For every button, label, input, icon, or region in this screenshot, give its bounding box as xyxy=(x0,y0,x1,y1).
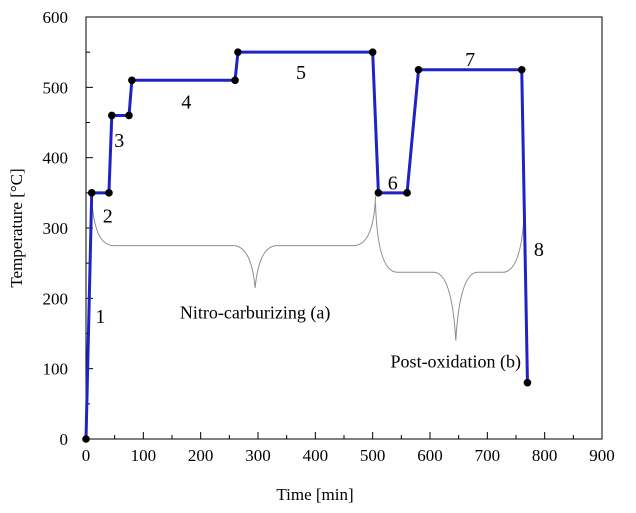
data-point xyxy=(105,189,113,197)
y-tick-label: 400 xyxy=(43,149,69,168)
x-tick-label: 700 xyxy=(475,446,501,465)
segment-label: 2 xyxy=(103,205,113,227)
x-tick-label: 200 xyxy=(188,446,214,465)
x-tick-label: 800 xyxy=(532,446,558,465)
x-tick-label: 600 xyxy=(417,446,443,465)
segment-label: 8 xyxy=(534,239,544,261)
data-point xyxy=(368,48,377,56)
y-tick-label: 0 xyxy=(60,430,69,449)
data-point xyxy=(234,48,242,56)
data-point xyxy=(231,76,239,85)
label-layer: 1 2 3 4 5 6 7 8 Nitro-carburizing (a) Post-oxidat… xyxy=(95,49,544,372)
y-tick-label: 300 xyxy=(43,219,69,238)
annotation-brace xyxy=(91,196,377,288)
data-point xyxy=(403,189,411,197)
data-point xyxy=(125,111,133,120)
segment-label: 4 xyxy=(181,91,191,113)
data-point xyxy=(374,189,383,197)
annotation-label: Post-oxidation (b) xyxy=(391,352,522,373)
y-tick-label: 600 xyxy=(43,8,69,27)
x-tick-label: 300 xyxy=(245,446,271,465)
y-tick-label: 500 xyxy=(43,78,69,97)
data-point xyxy=(82,435,90,443)
x-axis-title: Time [min] xyxy=(276,485,353,504)
annotation-braces xyxy=(91,196,526,341)
data-point xyxy=(523,378,532,387)
data-point xyxy=(128,76,136,85)
x-tick-label: 500 xyxy=(360,446,386,465)
data-point xyxy=(87,189,96,197)
data-point xyxy=(108,111,116,120)
segment-label: 7 xyxy=(465,49,475,71)
series-line xyxy=(84,50,529,440)
x-tick-label: 100 xyxy=(131,446,157,465)
segment-label: 3 xyxy=(114,130,124,152)
axes: 0 100 200 300 400 500 600 700 800 900 0 100 200 300 40… xyxy=(43,8,615,465)
segment-label: 5 xyxy=(296,62,306,84)
x-tick-label: 900 xyxy=(589,446,615,465)
segment-label: 6 xyxy=(388,172,398,194)
segment-label: 1 xyxy=(95,306,105,328)
data-point xyxy=(414,65,423,74)
series-layer xyxy=(82,48,532,443)
x-tick-label: 400 xyxy=(303,446,329,465)
annotation-label: Nitro-carburizing (a) xyxy=(180,302,330,323)
annotation-brace xyxy=(375,203,526,341)
y-axis-title: Temperature [°C] xyxy=(7,168,26,287)
y-tick-label: 100 xyxy=(43,360,69,379)
x-tick-label: 0 xyxy=(82,446,91,465)
y-tick-label: 200 xyxy=(43,289,69,308)
data-point xyxy=(517,65,526,74)
